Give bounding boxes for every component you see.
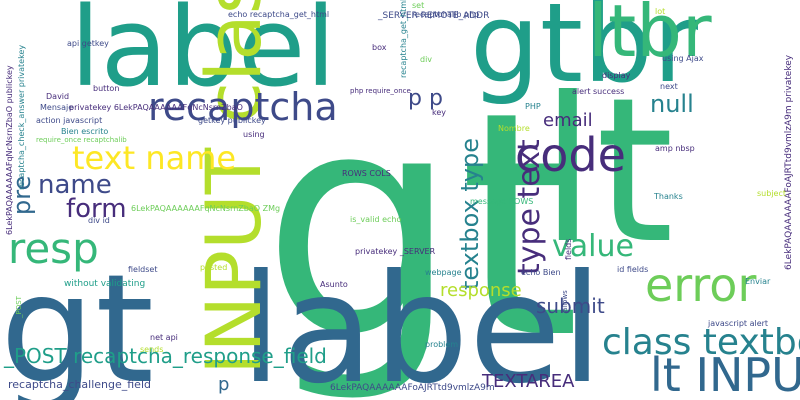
word: set xyxy=(412,1,425,10)
word: privatekey 6LekPAQAAAAAAFqNcNsrnZbaO xyxy=(69,103,243,112)
word: fields xyxy=(564,238,573,260)
word: gtbr xyxy=(470,0,699,107)
word: code xyxy=(515,128,626,182)
word: label xyxy=(70,0,337,111)
word: TEXTAREA xyxy=(482,371,575,392)
word: submit xyxy=(536,294,605,318)
word: next xyxy=(660,82,678,91)
word: p p xyxy=(408,86,443,111)
word: fieldset xyxy=(128,265,158,274)
word: div xyxy=(420,55,433,64)
word: p xyxy=(218,374,230,395)
word: lt xyxy=(540,55,674,288)
word: alert success xyxy=(572,87,625,96)
word: Enviar xyxy=(745,277,771,286)
word: value xyxy=(552,229,634,264)
word: javascript alert xyxy=(708,319,769,328)
word: 6LekPAQAAAAAAFoAJRTtd9vmlzA9m privatekey xyxy=(784,54,794,270)
word: ltbr xyxy=(588,0,712,73)
word: Asunto xyxy=(320,280,348,289)
word: subject xyxy=(757,189,786,198)
word: form xyxy=(66,194,127,224)
word: require_once recaptchalib xyxy=(36,136,127,144)
word: recaptcha_get_html publickey xyxy=(399,0,408,78)
word: Nombre xyxy=(498,124,530,133)
word: using xyxy=(243,130,265,139)
word: display xyxy=(602,71,631,80)
word: gt xyxy=(262,46,581,400)
word: key xyxy=(432,108,447,117)
word: recaptcha xyxy=(148,85,338,129)
word: sends xyxy=(140,345,164,354)
word: id fields xyxy=(617,265,649,274)
word: 6LekPAQAAAAAAFoAJRTtd9vmlzA9m xyxy=(330,383,495,393)
word: Bien escrito xyxy=(61,127,109,136)
word: echo Bien xyxy=(521,268,561,277)
word: privatekey _SERVER xyxy=(355,247,436,256)
word: label xyxy=(240,243,603,400)
word: type text xyxy=(512,139,547,275)
word: 6LekPAQAAAAAAFqNcNsrnZbaO ZMg xyxy=(131,204,281,213)
word: recaptcha_challenge_field xyxy=(8,378,151,391)
word: allows xyxy=(561,290,569,312)
word: lot xyxy=(655,7,666,16)
word: David xyxy=(46,92,70,101)
word: class textbox xyxy=(602,322,800,363)
word: message ROWS xyxy=(470,197,534,206)
word: lt INPUT xyxy=(650,348,800,400)
word: getkey publickey xyxy=(198,116,266,125)
word: net api xyxy=(150,333,178,342)
word: text name xyxy=(72,139,237,177)
word: using Ajax xyxy=(662,54,704,63)
word: error xyxy=(645,258,757,312)
word: resp xyxy=(8,224,99,273)
word: is_valid echo xyxy=(350,215,402,224)
word: button xyxy=(93,84,120,93)
word: amp nbsp xyxy=(655,144,695,153)
word: box xyxy=(372,43,387,52)
word: action javascript xyxy=(36,116,103,125)
word: response xyxy=(440,280,522,301)
word: php require_once xyxy=(350,87,411,95)
word: Thanks xyxy=(654,192,683,201)
word: webpage xyxy=(425,268,462,277)
word: recaptchalib php xyxy=(412,10,480,19)
word: pasted xyxy=(200,263,228,272)
word: echo recaptcha_get_html xyxy=(228,10,330,19)
word: recaptcha_check_answer privatekey xyxy=(17,44,26,190)
word: ROWS COLS xyxy=(342,169,391,178)
word: PHP xyxy=(525,102,541,111)
word: email xyxy=(543,110,593,131)
word: name xyxy=(38,170,112,200)
word: div id xyxy=(88,216,110,225)
word: null xyxy=(650,90,694,118)
word: problem xyxy=(425,340,459,349)
word: Mensaje xyxy=(40,103,74,112)
word: _POST recaptcha_response_field xyxy=(4,344,327,368)
word: without validating xyxy=(64,279,146,289)
word: _SERVER REMOTE_ADDR xyxy=(378,11,490,21)
word: _POST xyxy=(15,296,23,318)
word: INPUT class xyxy=(189,0,278,375)
word: 6LekPAQAAAAAAFqNcNsrnZbaO publickey xyxy=(5,65,14,235)
word: gt xyxy=(0,243,155,400)
word: api getkey xyxy=(67,39,109,48)
